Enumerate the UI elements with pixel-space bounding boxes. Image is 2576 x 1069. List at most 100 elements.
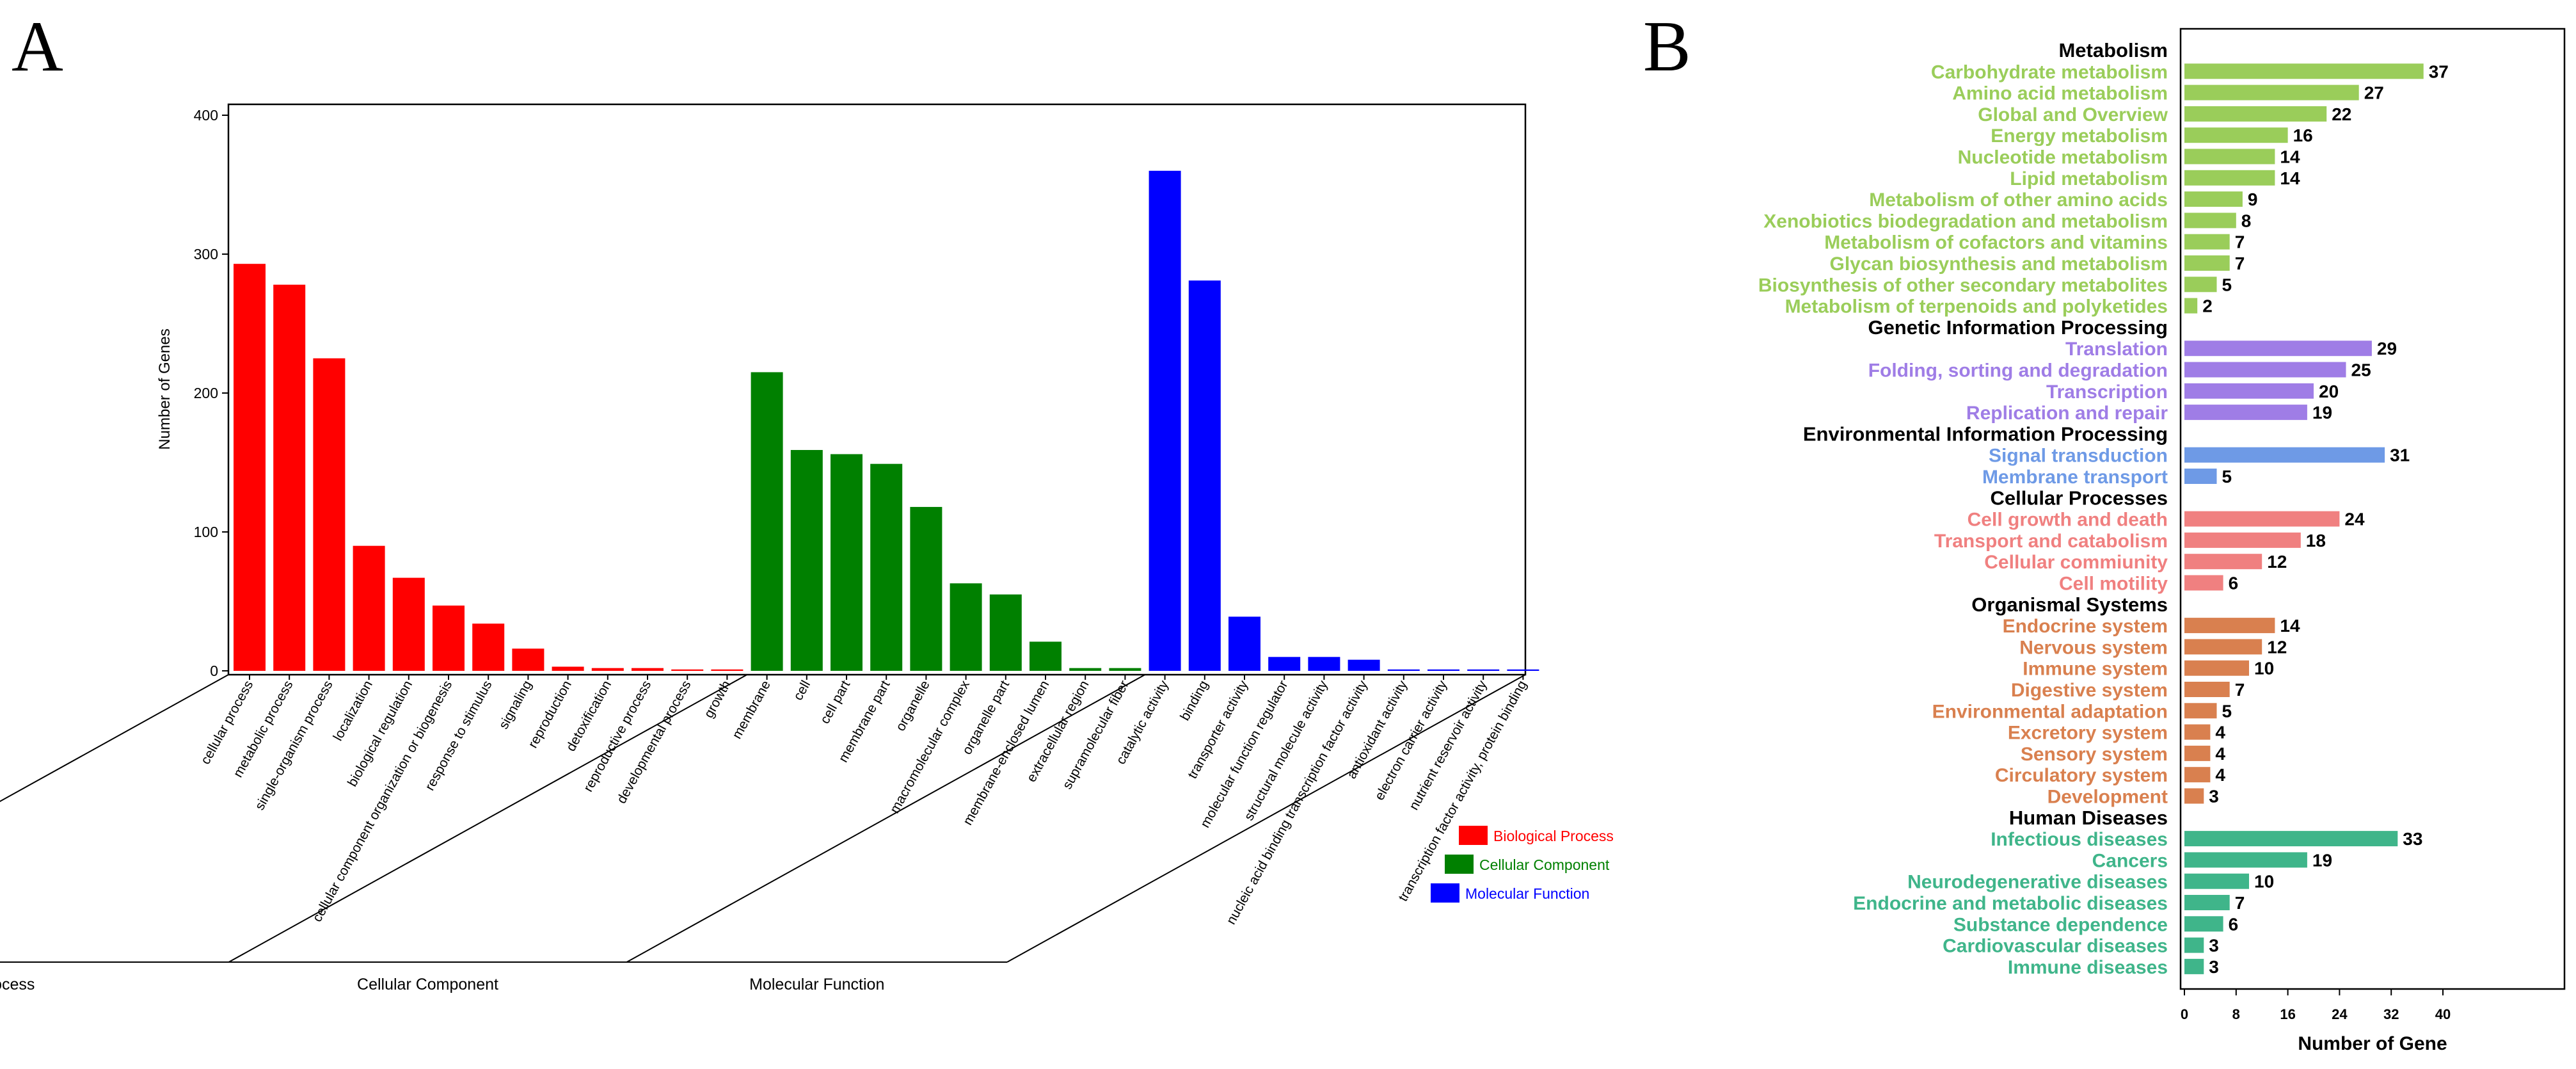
bar-label-amino-acid-metabolism: Amino acid metabolism	[1952, 83, 2168, 104]
panel-a-y-axis: 0 100 200 300 400	[194, 107, 228, 679]
panel-a-plot-frame	[227, 103, 1527, 676]
value-label-xenobiotics-biodegradation-and-metabolism: 8	[2241, 211, 2252, 230]
value-label-nucleotide-metabolism: 14	[2280, 147, 2300, 167]
bar-label-metabolism-of-terpenoids-and-polyketides: Metabolism of terpenoids and polyketides	[1785, 296, 2168, 317]
bar-immune-diseases	[2184, 958, 2204, 974]
value-label-nervous-system: 12	[2267, 637, 2287, 657]
bar-catalytic-activity	[1149, 170, 1181, 671]
bar-label-translation: Translation	[2065, 339, 2168, 360]
x-tick-label-macromolecular-complex: macromolecular complex	[887, 678, 973, 816]
x-tick-label-membrane: membrane	[729, 678, 774, 741]
bar-signaling	[512, 648, 545, 671]
x-tick-label-single-organism-process: single-organism process	[252, 678, 335, 812]
value-label-digestive-system: 7	[2235, 680, 2245, 700]
bar-energy-metabolism	[2184, 127, 2288, 143]
group-bracket-divider	[626, 674, 1145, 963]
bar-global-and-overview	[2184, 106, 2327, 122]
value-label-membrane-transport: 5	[2222, 467, 2232, 486]
bar-xenobiotics-biodegradation-and-metabolism	[2184, 213, 2236, 229]
panel-b-plot-frame	[2179, 28, 2566, 990]
panel-b-x-axis: 0 8 16 24 32 40	[2181, 989, 2451, 1022]
bar-label-nucleotide-metabolism: Nucleotide metabolism	[1958, 147, 2168, 168]
bar-metabolism-of-other-amino-acids	[2184, 191, 2243, 207]
legend-swatch-biological-process	[1459, 826, 1488, 845]
value-label-cell-motility: 6	[2229, 574, 2239, 593]
bar-label-transcription: Transcription	[2046, 382, 2168, 403]
bar-label-infectious-diseases: Infectious diseases	[1991, 829, 2168, 850]
section-header-metabolism: Metabolism	[2058, 39, 2168, 61]
value-label-transport-and-catabolism: 18	[2306, 531, 2326, 551]
legend-swatch-molecular-function	[1431, 883, 1459, 903]
value-label-immune-diseases: 3	[2209, 957, 2219, 977]
value-label-transcription: 20	[2319, 382, 2339, 401]
x-tick-label-cell: cell	[791, 678, 813, 703]
value-label-endocrine-and-metabolic-diseases: 7	[2235, 893, 2245, 913]
panel-a-y-axis-label: Number of Genes	[156, 328, 173, 449]
x-tick-label-nutrient-reservoir-activity: nutrient reservoir activity	[1406, 678, 1490, 813]
bar-organelle	[910, 506, 942, 671]
bar-label-global-and-overview: Global and Overview	[1978, 104, 2168, 125]
bar-membrane-transport	[2184, 469, 2217, 484]
bar-immune-system	[2184, 660, 2249, 676]
value-label-biosynthesis-of-other-secondary-metabolites: 5	[2222, 275, 2232, 294]
bar-label-development: Development	[2047, 787, 2168, 808]
value-label-excretory-system: 4	[2215, 723, 2225, 743]
bar-folding-sorting-and-degradation	[2184, 362, 2346, 378]
bar-replication-and-repair	[2184, 405, 2307, 421]
bar-transcription	[2184, 383, 2314, 399]
value-label-lipid-metabolism: 14	[2280, 168, 2300, 188]
bar-metabolism-of-terpenoids-and-polyketides	[2184, 298, 2198, 314]
value-label-global-and-overview: 22	[2332, 104, 2351, 124]
bar-nucleic-acid-binding-transcription-factor-activity	[1348, 659, 1380, 671]
value-label-environmental-adaptation: 5	[2222, 701, 2232, 721]
bar-structural-molecule-activity	[1308, 657, 1340, 671]
value-label-cell-growth-and-death: 24	[2344, 510, 2365, 529]
panel-b-letter: B	[1643, 7, 1691, 86]
bar-label-cardiovascular-diseases: Cardiovascular diseases	[1943, 936, 2168, 957]
bar-cancers	[2184, 852, 2307, 868]
bar-molecular-function-regulator	[1268, 657, 1301, 671]
bar-cell	[790, 449, 823, 671]
legend-label-cellular-component: Cellular Component	[1479, 856, 1610, 873]
bar-endocrine-and-metabolic-diseases	[2184, 895, 2230, 910]
bar-reproduction	[552, 666, 584, 671]
y-tick-label: 0	[210, 663, 218, 679]
group-bracket-divider	[1006, 674, 1526, 963]
bar-cardiovascular-diseases	[2184, 937, 2204, 953]
bar-label-energy-metabolism: Energy metabolism	[1991, 125, 2168, 147]
panel-b-x-axis-label: Number of Gene	[2298, 1033, 2447, 1054]
bar-transporter-activity	[1228, 616, 1260, 671]
bar-nervous-system	[2184, 639, 2262, 655]
group-label-cellular-component: Cellular Component	[357, 976, 498, 993]
bar-cellular-commiunity	[2184, 554, 2262, 570]
bar-translation	[2184, 341, 2372, 357]
value-label-sensory-system: 4	[2215, 744, 2225, 764]
value-label-cancers: 19	[2312, 850, 2332, 870]
y-tick-label: 100	[194, 524, 218, 540]
bar-membrane	[751, 372, 783, 671]
bar-growth	[711, 669, 743, 671]
y-tick-label: 300	[194, 246, 218, 262]
section-header-genetic-information-processing: Genetic Information Processing	[1868, 316, 2168, 339]
bar-binding	[1188, 280, 1221, 671]
bar-biosynthesis-of-other-secondary-metabolites	[2184, 277, 2217, 293]
bar-label-biosynthesis-of-other-secondary-metabolites: Biosynthesis of other secondary metaboli…	[1758, 275, 2168, 296]
legend-label-molecular-function: Molecular Function	[1465, 885, 1589, 902]
panel-a-group-brackets: Biological Process Cellular Component Mole…	[0, 674, 1526, 993]
bar-organelle-part	[989, 594, 1022, 671]
bar-environmental-adaptation	[2184, 703, 2217, 719]
bar-amino-acid-metabolism	[2184, 84, 2359, 100]
x-tick-label-binding: binding	[1177, 678, 1211, 723]
bar-label-cell-motility: Cell motility	[2059, 574, 2168, 595]
x-tick-label-signaling: signaling	[496, 678, 534, 732]
bar-label-membrane-transport: Membrane transport	[1982, 467, 2168, 488]
x-tick-label-organelle: organelle	[893, 678, 933, 734]
bar-nucleotide-metabolism	[2184, 149, 2275, 165]
bar-label-xenobiotics-biodegradation-and-metabolism: Xenobiotics biodegradation and metabolis…	[1763, 211, 2168, 232]
bar-label-metabolism-of-cofactors-and-vitamins: Metabolism of cofactors and vitamins	[1824, 232, 2168, 253]
y-tick-label: 400	[194, 107, 218, 124]
value-label-signal-transduction: 31	[2390, 446, 2410, 465]
value-label-cellular-commiunity: 12	[2267, 552, 2287, 572]
